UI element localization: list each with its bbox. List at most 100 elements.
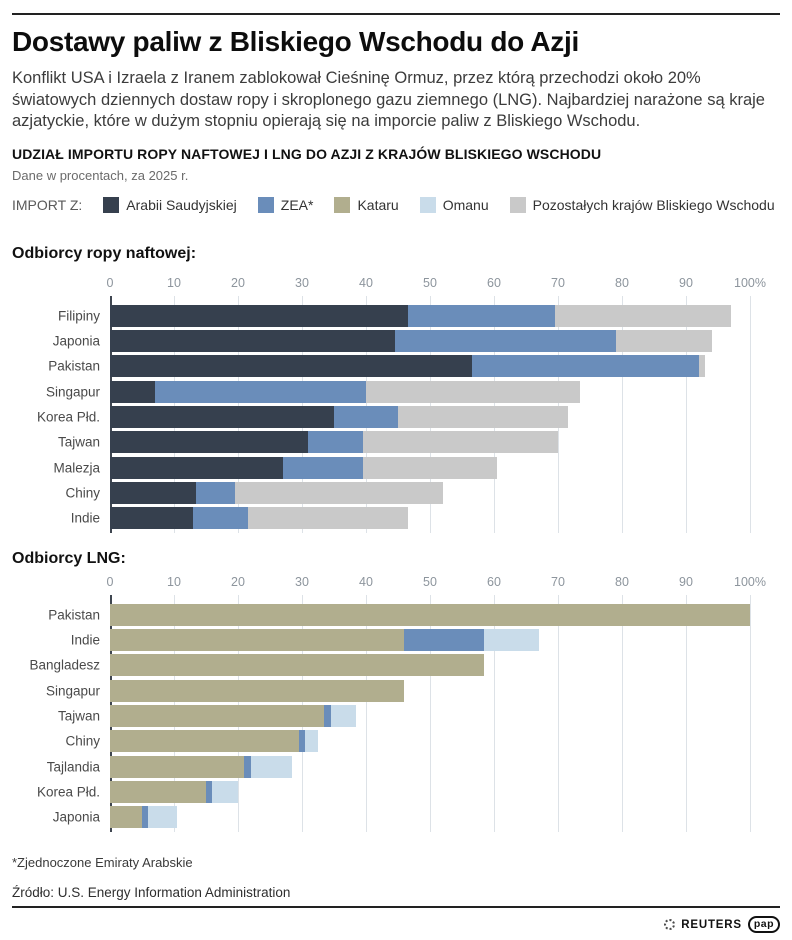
legend-swatch-saudi bbox=[103, 197, 120, 213]
gridline bbox=[622, 595, 623, 833]
tick-label: 100% bbox=[734, 575, 766, 589]
bar-segment-saudi bbox=[110, 507, 194, 530]
bar-segment-oman bbox=[212, 781, 238, 804]
tick-label: 60 bbox=[487, 276, 501, 290]
bar-segment-qatar bbox=[110, 705, 325, 728]
bar-segment-qatar bbox=[110, 654, 485, 677]
bar-segment-zea bbox=[142, 806, 149, 829]
lng-import-chart: 0 10 20 30 40 50 60 70 80 90 100% Pakistan Indie Bang… bbox=[0, 575, 792, 833]
tick-label: 90 bbox=[679, 276, 693, 290]
bar-segment-saudi bbox=[110, 456, 283, 479]
bar-segment-rest bbox=[615, 330, 712, 353]
bar-row: Pakistan bbox=[0, 602, 792, 627]
legend-label: Omanu bbox=[442, 197, 489, 213]
row-label: Singapur bbox=[45, 683, 100, 699]
bar-segment-qatar bbox=[110, 730, 299, 753]
gridline bbox=[686, 595, 687, 833]
bar-track bbox=[110, 603, 750, 626]
tick-label: 30 bbox=[295, 575, 309, 589]
bar-segment-zea bbox=[298, 730, 306, 753]
bar-segment-oman bbox=[148, 806, 178, 829]
bar-row: Korea Płd. bbox=[0, 404, 792, 429]
bar-segment-oman bbox=[250, 755, 293, 778]
legend-swatch-rest bbox=[509, 197, 526, 213]
bar-segment-qatar bbox=[110, 806, 142, 829]
row-label: Singapur bbox=[45, 384, 100, 400]
bar-segment-rest bbox=[398, 406, 568, 429]
row-label: Korea Płd. bbox=[36, 784, 100, 800]
bar-segment-oman bbox=[330, 705, 357, 728]
bar-track bbox=[110, 654, 485, 677]
row-label: Chiny bbox=[65, 733, 100, 749]
legend-swatch-oman bbox=[419, 197, 436, 213]
bar-segment-zea bbox=[404, 629, 485, 652]
bar-segment-oman bbox=[484, 629, 539, 652]
bar-track bbox=[110, 355, 706, 378]
tick-label: 20 bbox=[231, 575, 245, 589]
bar-row: Bangladesz bbox=[0, 653, 792, 678]
bar-segment-zea bbox=[394, 330, 616, 353]
reuters-logo: REUTERS bbox=[681, 918, 742, 931]
legend-item-zea: ZEA* bbox=[257, 197, 314, 213]
bar-track bbox=[110, 304, 731, 327]
oil-chart-heading: Odbiorcy ropy naftowej: bbox=[12, 245, 197, 262]
bar-row: Malezja bbox=[0, 455, 792, 480]
bar-segment-saudi bbox=[110, 330, 395, 353]
legend-label: ZEA* bbox=[280, 197, 314, 213]
bar-segment-zea bbox=[471, 355, 699, 378]
legend-item-oman: Omanu bbox=[419, 197, 489, 213]
legend-label: Kataru bbox=[357, 197, 399, 213]
section-note: Dane w procentach, za 2025 r. bbox=[12, 168, 189, 183]
bar-row: Tajlandia bbox=[0, 754, 792, 779]
gridline bbox=[430, 595, 431, 833]
bar-track bbox=[110, 730, 318, 753]
bar-segment-saudi bbox=[110, 431, 309, 454]
tick-label: 40 bbox=[359, 276, 373, 290]
bar-row: Japonia bbox=[0, 805, 792, 830]
row-label: Japonia bbox=[52, 333, 100, 349]
bar-segment-rest bbox=[365, 380, 581, 403]
bar-track bbox=[110, 629, 539, 652]
row-label: Pakistan bbox=[48, 358, 100, 374]
bar-segment-zea bbox=[154, 380, 366, 403]
legend-prefix: IMPORT Z: bbox=[12, 197, 83, 213]
tick-label: 40 bbox=[359, 575, 373, 589]
bar-row: Singapur bbox=[0, 379, 792, 404]
gridline bbox=[366, 595, 367, 833]
gridline bbox=[750, 595, 751, 833]
row-label: Indie bbox=[70, 632, 100, 648]
bar-row: Filipiny bbox=[0, 303, 792, 328]
bar-row: Chiny bbox=[0, 729, 792, 754]
tick-label: 50 bbox=[423, 575, 437, 589]
page-title: Dostawy paliw z Bliskiego Wschodu do Azj… bbox=[12, 26, 579, 57]
bar-rows: Pakistan Indie Bangladesz Singapur Tajwan Chi… bbox=[0, 602, 792, 830]
tick-label: 80 bbox=[615, 276, 629, 290]
source-credit: Źródło: U.S. Energy Information Administ… bbox=[12, 885, 291, 900]
row-label: Japonia bbox=[52, 809, 100, 825]
tick-label: 10 bbox=[167, 575, 181, 589]
tick-label: 50 bbox=[423, 276, 437, 290]
bar-segment-saudi bbox=[110, 355, 472, 378]
row-label: Tajwan bbox=[57, 708, 100, 724]
tick-label: 60 bbox=[487, 575, 501, 589]
bar-row: Indie bbox=[0, 506, 792, 531]
bar-segment-zea bbox=[196, 482, 235, 505]
row-label: Indie bbox=[70, 510, 100, 526]
bar-track bbox=[110, 781, 238, 804]
bar-row: Tajwan bbox=[0, 430, 792, 455]
tick-label: 70 bbox=[551, 276, 565, 290]
row-label: Tajwan bbox=[57, 434, 100, 450]
bottom-divider bbox=[12, 906, 780, 908]
tick-label: 100% bbox=[734, 276, 766, 290]
legend-swatch-zea bbox=[257, 197, 274, 213]
bar-segment-qatar bbox=[110, 781, 206, 804]
legend-item-qatar: Kataru bbox=[334, 197, 399, 213]
bar-segment-rest bbox=[362, 431, 558, 454]
legend-swatch-qatar bbox=[334, 197, 351, 213]
row-label: Bangladesz bbox=[29, 657, 100, 673]
bar-track bbox=[110, 406, 568, 429]
bar-segment-qatar bbox=[110, 629, 405, 652]
bar-row: Chiny bbox=[0, 480, 792, 505]
pap-logo: pap bbox=[747, 916, 780, 933]
